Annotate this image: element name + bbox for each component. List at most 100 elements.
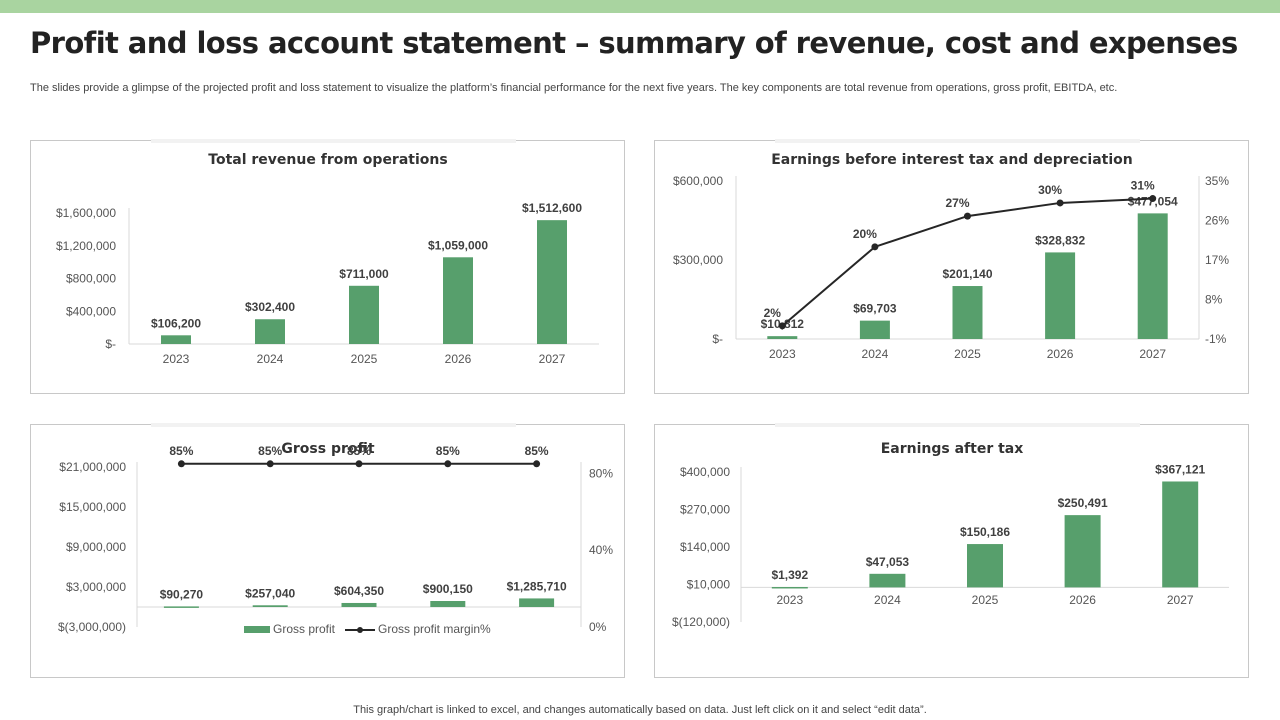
legend-line-marker (357, 627, 363, 633)
x-tick-label: 2027 (539, 352, 566, 366)
footer-note: This graph/chart is linked to excel, and… (353, 704, 927, 716)
page-subtitle: The slides provide a glimpse of the proj… (30, 82, 1118, 94)
revenue-chart: Total revenue from operations $- $400,000 $… (56, 152, 599, 366)
data-label: $47,053 (866, 555, 910, 569)
line-data-label: 85% (525, 444, 549, 458)
x-tick-label: 2026 (445, 352, 472, 366)
data-label: $328,832 (1035, 233, 1085, 247)
y-tick-label: $1,600,000 (56, 206, 116, 220)
y-tick-label: $(120,000) (672, 615, 730, 629)
y-tick-label: $- (712, 332, 723, 346)
data-label: $1,059,000 (428, 238, 488, 252)
x-tick-label: 2024 (874, 593, 901, 607)
bar-2025 (349, 285, 379, 344)
legend-bar-swatch (244, 626, 270, 633)
data-label: $69,703 (853, 302, 897, 316)
line-data-label: 30% (1038, 183, 1062, 197)
earnings-after-tax-chart-panel[interactable]: Earnings after tax $(120,000) $10,000 $140,… (654, 423, 1249, 678)
chart-title: Gross profit (281, 441, 374, 457)
line-point (444, 460, 452, 468)
line-point (778, 322, 786, 330)
line-data-label: 85% (436, 444, 460, 458)
data-label: $257,040 (245, 586, 295, 600)
y2-tick-label: -1% (1205, 332, 1227, 346)
y-tick-label: $- (105, 337, 116, 351)
y-tick-label: $(3,000,000) (58, 620, 126, 634)
x-tick-label: 2023 (769, 347, 796, 361)
bar-2023 (767, 336, 798, 339)
x-tick-label: 2026 (1069, 593, 1096, 607)
panel-title-strip (775, 139, 1140, 143)
data-label: $1,512,600 (522, 201, 582, 215)
x-tick-label: 2023 (776, 593, 803, 607)
data-label: $302,400 (245, 300, 295, 314)
bar-2023 (161, 335, 191, 344)
y2-tick-label: 17% (1205, 253, 1229, 267)
panel-title-strip (775, 423, 1140, 427)
data-label: $150,186 (960, 525, 1010, 539)
bar-2023 (771, 586, 808, 589)
y-tick-label: $9,000,000 (66, 540, 126, 554)
x-tick-label: 2026 (1047, 347, 1074, 361)
bar-2024 (859, 320, 890, 339)
data-label: $106,200 (151, 316, 201, 330)
bar-2027 (1137, 213, 1168, 339)
line-point (533, 460, 541, 468)
y-tick-label: $21,000,000 (59, 460, 126, 474)
line-point (355, 460, 363, 468)
y-tick-label: $600,000 (673, 174, 723, 188)
bar-2023 (163, 606, 199, 608)
top-accent-bar (0, 0, 1280, 13)
bar-2027 (537, 220, 567, 344)
data-label: $1,392 (771, 568, 808, 582)
y-tick-label: $15,000,000 (59, 500, 126, 514)
page-title: Profit and loss account statement – summ… (30, 26, 1238, 60)
line-point (871, 243, 879, 251)
y-tick-label: $400,000 (66, 304, 116, 318)
line-data-label: 85% (258, 444, 282, 458)
data-label: $90,270 (160, 587, 204, 601)
data-label: $604,350 (334, 584, 384, 598)
bar-2025 (341, 602, 377, 607)
data-label: $250,491 (1058, 496, 1108, 510)
y-tick-label: $10,000 (687, 578, 731, 592)
line-point (177, 460, 185, 468)
data-label: $367,121 (1155, 462, 1205, 476)
bar-2024 (252, 605, 288, 607)
y-tick-label: $400,000 (680, 465, 730, 479)
line-data-label: 27% (945, 196, 969, 210)
y-tick-label: $140,000 (680, 540, 730, 554)
bar-2025 (952, 286, 983, 339)
bar-2025 (967, 544, 1003, 588)
ebitda-chart: Earnings before interest tax and depreci… (673, 152, 1229, 361)
x-tick-label: 2025 (954, 347, 981, 361)
line-data-label: 31% (1131, 179, 1155, 193)
line-data-label: 20% (853, 227, 877, 241)
x-tick-label: 2024 (862, 347, 889, 361)
bar-2024 (869, 573, 906, 588)
y2-tick-label: 26% (1205, 214, 1229, 228)
line-data-label: 85% (347, 444, 371, 458)
revenue-chart-panel[interactable]: Total revenue from operations $- $400,000 $… (30, 139, 625, 394)
y-tick-label: $3,000,000 (66, 580, 126, 594)
y2-tick-label: 8% (1205, 293, 1223, 307)
panel-title-strip (151, 423, 516, 427)
ebitda-chart-panel[interactable]: Earnings before interest tax and depreci… (654, 139, 1249, 394)
x-tick-label: 2025 (972, 593, 999, 607)
data-label: $201,140 (942, 267, 992, 281)
y-tick-label: $300,000 (673, 253, 723, 267)
chart-title: Total revenue from operations (208, 152, 447, 168)
data-label: $711,000 (339, 267, 389, 281)
bar-2026 (1064, 515, 1101, 588)
gross-profit-chart-panel[interactable]: Gross profit $(3,000,000) $3,000,000 $9,000… (30, 423, 625, 678)
y2-tick-label: 40% (589, 543, 613, 557)
chart-title: Earnings before interest tax and depreci… (771, 152, 1133, 168)
x-tick-label: 2027 (1139, 347, 1166, 361)
earnings-after-tax-chart: Earnings after tax $(120,000) $10,000 $140,… (672, 441, 1229, 629)
bar-2026 (443, 257, 473, 344)
line-point (964, 212, 971, 220)
x-tick-label: 2023 (163, 352, 190, 366)
bar-2026 (1045, 252, 1076, 339)
legend-label: Gross profit (273, 622, 336, 636)
y2-tick-label: 0% (589, 620, 607, 634)
